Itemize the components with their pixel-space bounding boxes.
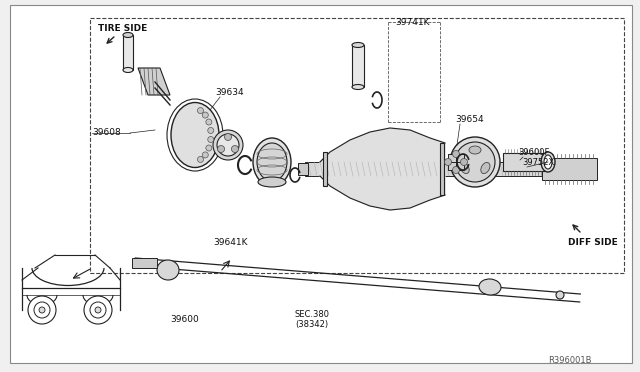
Circle shape [202, 152, 208, 158]
Ellipse shape [217, 134, 239, 156]
Bar [503, 153, 545, 171]
Ellipse shape [352, 84, 364, 90]
Circle shape [206, 119, 212, 125]
Text: SEC.380
(38342): SEC.380 (38342) [295, 310, 330, 329]
Ellipse shape [544, 155, 552, 169]
Circle shape [198, 108, 204, 113]
Bar [542, 158, 597, 180]
Ellipse shape [171, 103, 219, 167]
Ellipse shape [258, 177, 286, 187]
Circle shape [208, 128, 214, 134]
Bar [132, 258, 157, 268]
Text: TIRE SIDE: TIRE SIDE [98, 24, 147, 33]
Ellipse shape [450, 137, 500, 187]
Circle shape [90, 302, 106, 318]
Bar [90, 18, 624, 273]
Ellipse shape [541, 152, 555, 172]
Circle shape [39, 307, 45, 313]
Circle shape [452, 167, 460, 173]
Bar [123, 35, 133, 70]
Circle shape [225, 134, 232, 141]
Ellipse shape [257, 143, 287, 181]
Text: 39608: 39608 [92, 128, 121, 137]
Ellipse shape [460, 163, 469, 174]
Text: 39600: 39600 [170, 315, 199, 324]
Ellipse shape [556, 291, 564, 299]
Ellipse shape [352, 42, 364, 48]
Ellipse shape [253, 138, 291, 186]
Ellipse shape [479, 279, 501, 295]
Ellipse shape [157, 260, 179, 280]
Text: 39741K: 39741K [395, 18, 429, 27]
Text: 39752X: 39752X [522, 158, 554, 167]
Circle shape [84, 296, 112, 324]
Circle shape [232, 145, 239, 153]
Circle shape [202, 112, 208, 118]
Bar [352, 45, 364, 87]
Text: R396001B: R396001B [548, 356, 591, 365]
Polygon shape [320, 128, 445, 210]
Ellipse shape [213, 130, 243, 160]
Circle shape [208, 137, 214, 142]
Ellipse shape [481, 163, 490, 174]
Text: 39600F: 39600F [518, 148, 549, 157]
Circle shape [34, 302, 50, 318]
Bar [440, 143, 444, 195]
Circle shape [452, 151, 460, 157]
Bar [298, 163, 308, 175]
Ellipse shape [455, 142, 495, 182]
Circle shape [218, 145, 225, 153]
Circle shape [445, 158, 451, 166]
Circle shape [206, 145, 212, 151]
Circle shape [95, 307, 101, 313]
Text: 39634: 39634 [215, 88, 244, 97]
Ellipse shape [123, 67, 133, 73]
Ellipse shape [469, 146, 481, 154]
Bar [305, 162, 542, 176]
Bar [323, 152, 327, 186]
Text: DIFF SIDE: DIFF SIDE [568, 238, 618, 247]
Circle shape [198, 157, 204, 163]
Circle shape [461, 158, 467, 166]
Bar [448, 154, 464, 170]
Text: 39641K: 39641K [213, 238, 248, 247]
Polygon shape [138, 68, 170, 95]
Ellipse shape [123, 32, 133, 38]
Text: 39654: 39654 [455, 115, 484, 124]
Circle shape [28, 296, 56, 324]
